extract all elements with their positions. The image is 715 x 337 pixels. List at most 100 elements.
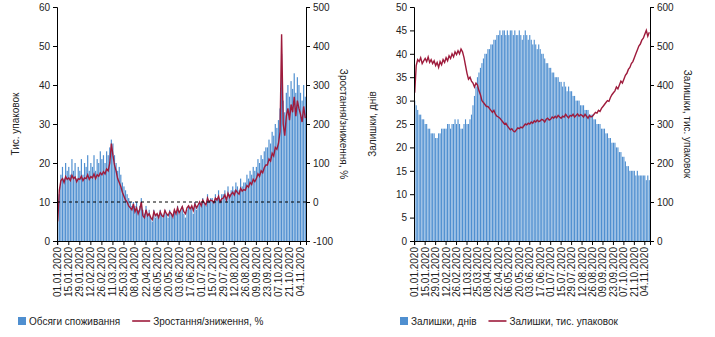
tick-mark xyxy=(410,30,414,31)
bar xyxy=(232,186,233,241)
tick-label: 01.01.2020 xyxy=(52,247,63,297)
tick-mark xyxy=(306,7,310,8)
tick-mark xyxy=(602,241,603,245)
bar xyxy=(150,218,151,241)
tick-label: 09.09.2020 xyxy=(251,247,262,297)
bar xyxy=(625,161,626,241)
tick-label: 06.05.2020 xyxy=(503,247,514,297)
tick-mark xyxy=(53,46,57,47)
bar xyxy=(592,115,593,241)
bar xyxy=(568,87,569,241)
tick-mark xyxy=(306,202,310,203)
tick-mark xyxy=(101,241,102,245)
tick: -100 xyxy=(306,236,333,247)
tick: 01.07.2020 xyxy=(545,241,556,297)
tick-mark xyxy=(289,241,290,245)
bar xyxy=(119,167,120,241)
bar xyxy=(516,35,517,241)
tick-label: 300 xyxy=(313,80,330,91)
bar xyxy=(275,124,276,241)
bar xyxy=(628,166,629,241)
bar xyxy=(579,101,580,241)
legend-label: Зростання/зниження, % xyxy=(153,316,263,327)
bar xyxy=(437,138,438,241)
bar xyxy=(158,218,159,241)
tick-mark xyxy=(529,241,530,245)
bar xyxy=(201,206,202,241)
tick-label: 15.01.2020 xyxy=(63,247,74,297)
bar xyxy=(570,91,571,241)
tick-mark xyxy=(112,241,113,245)
axis: 0100200300400500600 xyxy=(650,2,674,247)
tick-label: 200 xyxy=(313,119,330,130)
tick-mark xyxy=(234,241,235,245)
bar xyxy=(577,101,578,241)
bar xyxy=(449,124,450,241)
bar xyxy=(493,40,494,241)
bar xyxy=(249,171,250,241)
bar xyxy=(555,77,556,241)
bar xyxy=(505,35,506,241)
bar xyxy=(529,35,530,241)
legend-label: Обсяги споживання xyxy=(29,316,120,327)
bar xyxy=(253,167,254,241)
tick: 29.07.2020 xyxy=(566,241,577,297)
bar xyxy=(237,186,238,241)
tick: 12.08.2020 xyxy=(577,241,588,297)
tick-label: 100 xyxy=(313,158,330,169)
bar xyxy=(443,129,444,241)
tick-mark xyxy=(53,163,57,164)
bar xyxy=(457,119,458,241)
legend-swatch xyxy=(488,320,506,322)
bar xyxy=(593,119,594,241)
tick-label: 01.01.2020 xyxy=(409,247,420,297)
bar xyxy=(558,77,559,241)
bar xyxy=(614,143,615,241)
bar xyxy=(420,115,421,241)
legend-swatch xyxy=(400,317,408,325)
tick: 03.06.2020 xyxy=(524,241,535,297)
tick-label: 04.11.2020 xyxy=(295,247,306,297)
tick: 17.06.2020 xyxy=(185,241,196,297)
bar xyxy=(477,77,478,241)
bar xyxy=(81,159,82,241)
bar xyxy=(261,155,262,241)
axis-line xyxy=(651,8,655,242)
tick: 07.10.2020 xyxy=(273,241,284,297)
tick: 15.07.2020 xyxy=(556,241,567,297)
tick: 50 xyxy=(396,2,414,13)
tick-mark xyxy=(650,46,654,47)
bar xyxy=(179,214,180,241)
bar xyxy=(646,180,647,241)
x-axis: 01.01.202015.01.202029.01.202012.02.2020… xyxy=(52,241,306,297)
tick: 400 xyxy=(306,41,330,52)
tick: 09.09.2020 xyxy=(597,241,608,297)
bar xyxy=(103,155,104,241)
tick-label: 12.08.2020 xyxy=(577,247,588,297)
bar xyxy=(465,119,466,241)
tick: 12.02.2020 xyxy=(85,241,96,297)
bar xyxy=(472,105,473,241)
bar xyxy=(171,214,172,241)
tick-mark xyxy=(212,241,213,245)
legend-item: Обсяги споживання xyxy=(18,316,120,327)
tick: 20 xyxy=(396,142,414,153)
tick-label: 06.05.2020 xyxy=(152,247,163,297)
legend-item: Залишки, тис. упаковок xyxy=(488,316,618,327)
tick: 29.07.2020 xyxy=(218,241,229,297)
bar xyxy=(264,151,265,241)
tick-label: 300 xyxy=(657,119,674,130)
tick-label: 400 xyxy=(657,80,674,91)
bar xyxy=(553,73,554,241)
bar xyxy=(547,63,548,241)
tick-mark xyxy=(306,163,310,164)
axis-line xyxy=(410,8,415,242)
bar xyxy=(599,124,600,241)
tick-mark xyxy=(561,241,562,245)
tick-mark xyxy=(410,218,414,219)
bar xyxy=(632,171,633,241)
tick-label: 25 xyxy=(396,119,408,130)
bar xyxy=(517,35,518,241)
bar xyxy=(422,119,423,241)
tick: 09.09.2020 xyxy=(251,241,262,297)
